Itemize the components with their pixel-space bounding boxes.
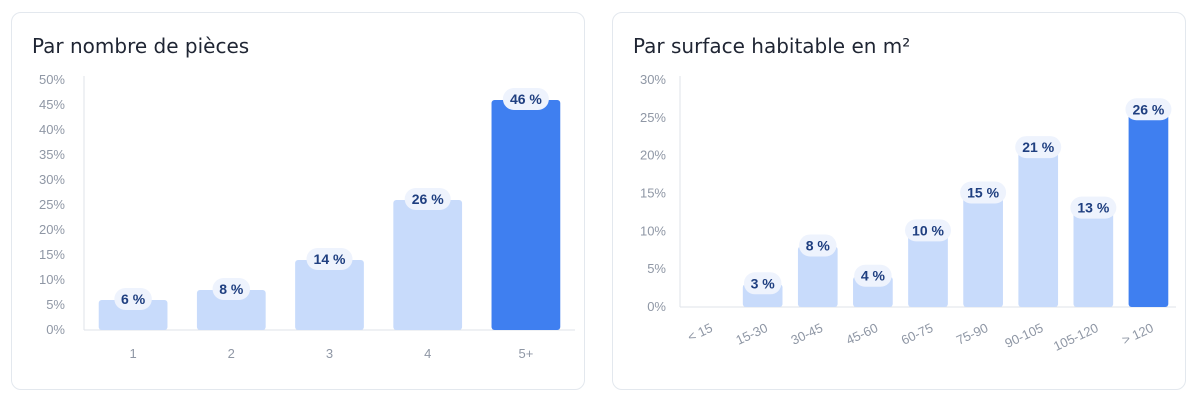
data-label: 4 % (861, 268, 886, 284)
y-tick-label: 5% (46, 297, 65, 312)
bar-4 (393, 200, 463, 330)
data-label: 8 % (219, 281, 244, 297)
x-tick-label: 3 (326, 346, 333, 361)
data-label: 26 % (1132, 101, 1164, 117)
x-tick-label: 2 (228, 346, 235, 361)
bar-chart-rooms: 0% 5% 10% 15% 20% 25% 30% 35% 40% 45% 50% 6 % 1 8 % 2 1… (39, 72, 575, 361)
bar-5+ (491, 100, 561, 330)
y-tick-label: 45% (39, 97, 65, 112)
x-tick-label: 4 (424, 346, 431, 361)
x-tick-label: 45-60 (844, 320, 880, 348)
x-tick-label: 105-120 (1051, 320, 1101, 354)
data-label: 14 % (314, 251, 346, 267)
bar-> 120 (1128, 110, 1169, 308)
data-label-bg (1125, 98, 1172, 121)
y-tick-label: 15% (640, 186, 666, 201)
data-label-bg (960, 181, 1007, 204)
data-label: 13 % (1077, 200, 1109, 216)
data-label: 46 % (510, 91, 542, 107)
x-tick-label: > 120 (1120, 320, 1156, 348)
data-label: 10 % (912, 222, 944, 238)
y-tick-label: 25% (640, 110, 666, 125)
data-label-bg (404, 188, 451, 210)
bar-1 (98, 300, 168, 330)
chart-card-surface: Par surface habitable en m² 0% 5% 10% 15% 20… (612, 12, 1186, 390)
data-label-bg (114, 288, 152, 310)
data-label-bg (743, 272, 782, 295)
x-tick-label: 15-30 (733, 320, 769, 348)
chart-title: Par surface habitable en m² (633, 34, 911, 58)
y-tick-label: 0% (647, 299, 666, 314)
y-tick-label: 10% (640, 223, 666, 238)
y-tick-label: 50% (39, 72, 65, 87)
bar-90-105 (1018, 148, 1059, 307)
y-tick-label: 10% (39, 272, 65, 287)
data-label-bg (502, 88, 549, 110)
data-label-bg (1070, 196, 1117, 219)
x-tick-label: < 15 (685, 320, 715, 344)
bar-60-75 (908, 231, 948, 307)
bar-75-90 (963, 193, 1003, 307)
y-tick-label: 30% (39, 172, 65, 187)
y-tick-label: 20% (39, 222, 65, 237)
data-label: 21 % (1022, 139, 1054, 155)
data-label: 6 % (121, 291, 146, 307)
data-label-bg (799, 234, 837, 257)
data-label-bg (1015, 136, 1062, 159)
y-tick-label: 25% (39, 197, 65, 212)
x-tick-label: 60-75 (899, 320, 935, 348)
data-label-bg (905, 219, 951, 242)
x-tick-label: 5+ (518, 346, 533, 361)
x-tick-label: 90-105 (1002, 320, 1045, 351)
bar-105-120 (1073, 208, 1114, 307)
bar-30-45 (797, 246, 838, 307)
x-tick-label: 30-45 (789, 320, 825, 348)
x-tick-label: 75-90 (954, 320, 990, 348)
y-tick-label: 20% (640, 148, 666, 163)
data-label: 3 % (751, 275, 776, 291)
bar-3 (295, 260, 364, 330)
bar-chart-surface: 0% 5% 10% 15% 20% 25% 30% < 15 3 % 15-30 8 % 30-45 4… (640, 72, 1176, 354)
chart-title: Par nombre de pièces (32, 34, 250, 58)
data-label: 15 % (967, 185, 999, 201)
y-tick-label: 15% (39, 247, 65, 262)
y-tick-label: 0% (46, 322, 65, 337)
x-tick-label: 1 (129, 346, 136, 361)
y-tick-label: 30% (640, 72, 666, 87)
bar-2 (196, 290, 266, 330)
chart-card-rooms: Par nombre de pièces 0% 5% 10% 15% 20% 25% 30%… (11, 12, 585, 390)
data-label: 26 % (412, 191, 444, 207)
data-label-bg (854, 264, 892, 287)
y-tick-label: 5% (647, 261, 666, 276)
data-label-bg (212, 278, 251, 300)
data-label: 8 % (806, 237, 831, 253)
data-label-bg (306, 248, 353, 270)
y-tick-label: 35% (39, 147, 65, 162)
y-tick-label: 40% (39, 122, 65, 137)
